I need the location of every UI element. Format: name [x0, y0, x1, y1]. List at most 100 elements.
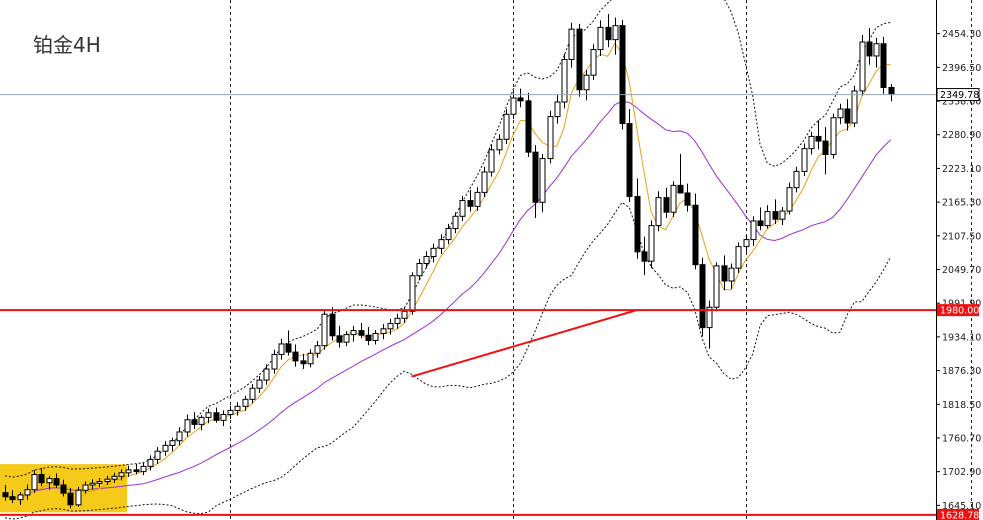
bull-candle-body	[786, 187, 793, 212]
price-tags: 1980.00 1628.78 2349.78	[936, 88, 980, 520]
candle	[300, 353, 307, 370]
candle	[583, 69, 590, 101]
candle	[728, 263, 735, 290]
candle	[706, 300, 713, 349]
bull-candle-body	[735, 246, 742, 269]
bull-candle-body	[568, 28, 575, 60]
candle	[416, 258, 423, 281]
bull-candle-body	[372, 332, 379, 341]
bear-candle-body	[866, 41, 873, 57]
bull-candle-body	[743, 239, 750, 248]
candle	[597, 20, 604, 56]
bull-candle-body	[242, 398, 249, 407]
candle	[503, 109, 510, 144]
bull-candle-body	[539, 158, 546, 203]
bear-candle-body	[336, 335, 343, 343]
candle	[249, 384, 256, 404]
bull-candle-body	[24, 489, 31, 496]
candle	[75, 486, 82, 507]
level-tag-label: 1980.00	[940, 306, 979, 317]
axis-tick-label: 1702.90	[942, 467, 981, 478]
candle	[96, 478, 103, 488]
candle	[409, 272, 416, 315]
candle	[452, 212, 459, 234]
candle	[191, 412, 198, 430]
bull-candle-body	[561, 58, 568, 103]
period-separators	[230, 0, 972, 520]
candle	[735, 242, 742, 273]
candle	[60, 479, 67, 497]
bull-candle-body	[801, 148, 808, 172]
bull-candle-body	[583, 74, 590, 91]
bear-candle-body	[191, 419, 198, 425]
candle	[176, 427, 183, 446]
bull-candle-body	[271, 353, 278, 370]
candle	[372, 329, 379, 345]
candle	[641, 236, 648, 276]
chart-title: 铂金4H	[33, 33, 101, 57]
bull-candle-body	[89, 482, 96, 486]
candle	[517, 88, 524, 108]
bull-candle-body	[387, 323, 394, 330]
candle	[612, 17, 619, 55]
axis-tick-label: 1760.70	[942, 433, 981, 444]
axis-tick-label: 1876.30	[942, 366, 981, 377]
bear-candle-body	[677, 184, 684, 194]
candle	[365, 327, 372, 346]
candle	[713, 262, 720, 312]
bull-candle-body	[249, 387, 256, 400]
candle	[859, 34, 866, 96]
candle	[677, 153, 684, 194]
candle	[445, 223, 452, 245]
bull-candle-body	[837, 108, 844, 119]
bull-candle-body	[147, 458, 154, 467]
candle	[336, 325, 343, 348]
bull-candle-body	[111, 475, 118, 480]
candle	[619, 19, 626, 130]
bear-candle-body	[663, 197, 670, 213]
candle	[626, 109, 633, 203]
candle	[89, 479, 96, 490]
level-tag-box	[937, 304, 979, 317]
bull-candle-body	[227, 409, 234, 415]
candle	[220, 410, 227, 427]
candle	[721, 255, 728, 291]
candle	[2, 485, 9, 501]
candle	[53, 473, 60, 488]
candle	[815, 120, 822, 150]
bull-candle-body	[17, 494, 24, 501]
axis-tick-label: 2338.60	[942, 97, 981, 108]
bear-candle-body	[822, 140, 829, 155]
bull-candle-body	[205, 412, 212, 418]
slow-ma-line	[4, 100, 892, 499]
axis-tick-label: 2396.50	[942, 63, 981, 74]
candle	[111, 472, 118, 483]
candle	[663, 187, 670, 219]
candle	[67, 487, 74, 509]
candle	[488, 144, 495, 177]
candle	[227, 405, 234, 420]
bull-candle-body	[380, 328, 387, 334]
candle	[387, 318, 394, 335]
candle	[757, 207, 764, 231]
bear-candle-body	[525, 100, 532, 153]
candle	[278, 338, 285, 360]
bear-candle-body	[626, 123, 633, 197]
candle	[634, 178, 641, 259]
candle	[125, 465, 132, 477]
bull-candle-body	[648, 225, 655, 262]
candle	[873, 37, 880, 68]
bear-candle-body	[365, 334, 372, 341]
bear-candle-body	[684, 192, 691, 206]
candle	[271, 349, 278, 374]
candle	[699, 257, 706, 337]
candle	[561, 53, 568, 109]
bull-candle-body	[496, 138, 503, 151]
bull-candle-body	[140, 465, 147, 473]
bull-candle-body	[343, 334, 350, 343]
candle	[750, 216, 757, 247]
axis-tick-label: 2165.30	[942, 198, 981, 209]
candle	[438, 234, 445, 255]
bear-candle-body	[634, 195, 641, 253]
